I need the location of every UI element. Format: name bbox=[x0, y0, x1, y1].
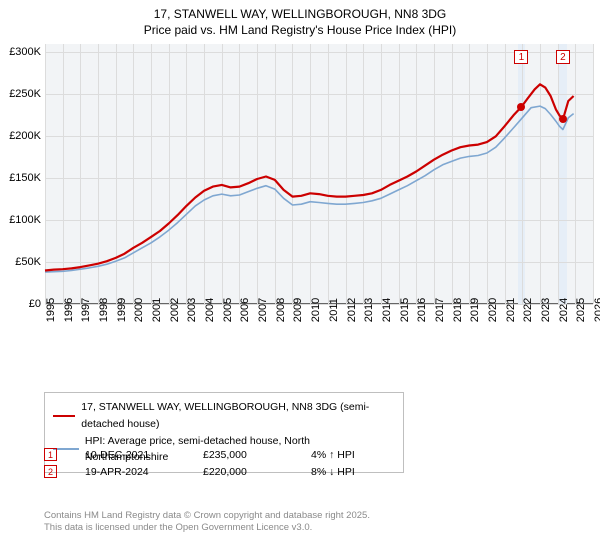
sale-date: 19-APR-2024 bbox=[85, 466, 175, 478]
sale-delta: 8% ↓ HPI bbox=[311, 466, 391, 478]
y-axis-tick: £50K bbox=[15, 256, 41, 268]
sale-delta: 4% ↑ HPI bbox=[311, 449, 391, 461]
chart-plot-area: £0£50K£100K£150K£200K£250K£300K199519961… bbox=[45, 44, 593, 304]
legend-swatch bbox=[53, 415, 75, 417]
y-axis-tick: £250K bbox=[9, 88, 41, 100]
sales-table: 1 10-DEC-2021 £235,000 4% ↑ HPI 2 19-APR-2024… bbox=[44, 448, 391, 482]
y-axis-tick: £100K bbox=[9, 214, 41, 226]
series-hpi bbox=[45, 106, 574, 272]
y-axis-tick: £150K bbox=[9, 172, 41, 184]
series-address bbox=[45, 84, 574, 270]
footer-line1: Contains HM Land Registry data © Crown c… bbox=[44, 510, 370, 522]
series-svg bbox=[45, 44, 593, 304]
title-line1: 17, STANWELL WAY, WELLINGBOROUGH, NN8 3D… bbox=[0, 6, 600, 22]
chart-title: 17, STANWELL WAY, WELLINGBOROUGH, NN8 3D… bbox=[0, 0, 600, 38]
gridline-v bbox=[593, 44, 594, 304]
y-axis-tick: £0 bbox=[29, 298, 41, 310]
sale-marker-ref: 2 bbox=[44, 465, 57, 478]
sale-marker: 2 bbox=[556, 50, 570, 64]
x-axis-tick: 2026 bbox=[593, 298, 600, 322]
sale-point bbox=[517, 103, 525, 111]
sales-row: 1 10-DEC-2021 £235,000 4% ↑ HPI bbox=[44, 448, 391, 461]
footer-line2: This data is licensed under the Open Gov… bbox=[44, 522, 370, 534]
sale-marker-ref: 1 bbox=[44, 448, 57, 461]
sale-marker: 1 bbox=[514, 50, 528, 64]
footer-attribution: Contains HM Land Registry data © Crown c… bbox=[44, 510, 370, 535]
y-axis-tick: £200K bbox=[9, 130, 41, 142]
sale-date: 10-DEC-2021 bbox=[85, 449, 175, 461]
sale-point bbox=[559, 115, 567, 123]
title-line2: Price paid vs. HM Land Registry's House … bbox=[0, 22, 600, 38]
sales-row: 2 19-APR-2024 £220,000 8% ↓ HPI bbox=[44, 465, 391, 478]
sale-price: £235,000 bbox=[203, 449, 283, 461]
y-axis-tick: £300K bbox=[9, 46, 41, 58]
legend-label: 17, STANWELL WAY, WELLINGBOROUGH, NN8 3D… bbox=[81, 399, 395, 433]
sale-price: £220,000 bbox=[203, 466, 283, 478]
legend-item: 17, STANWELL WAY, WELLINGBOROUGH, NN8 3D… bbox=[53, 399, 395, 433]
